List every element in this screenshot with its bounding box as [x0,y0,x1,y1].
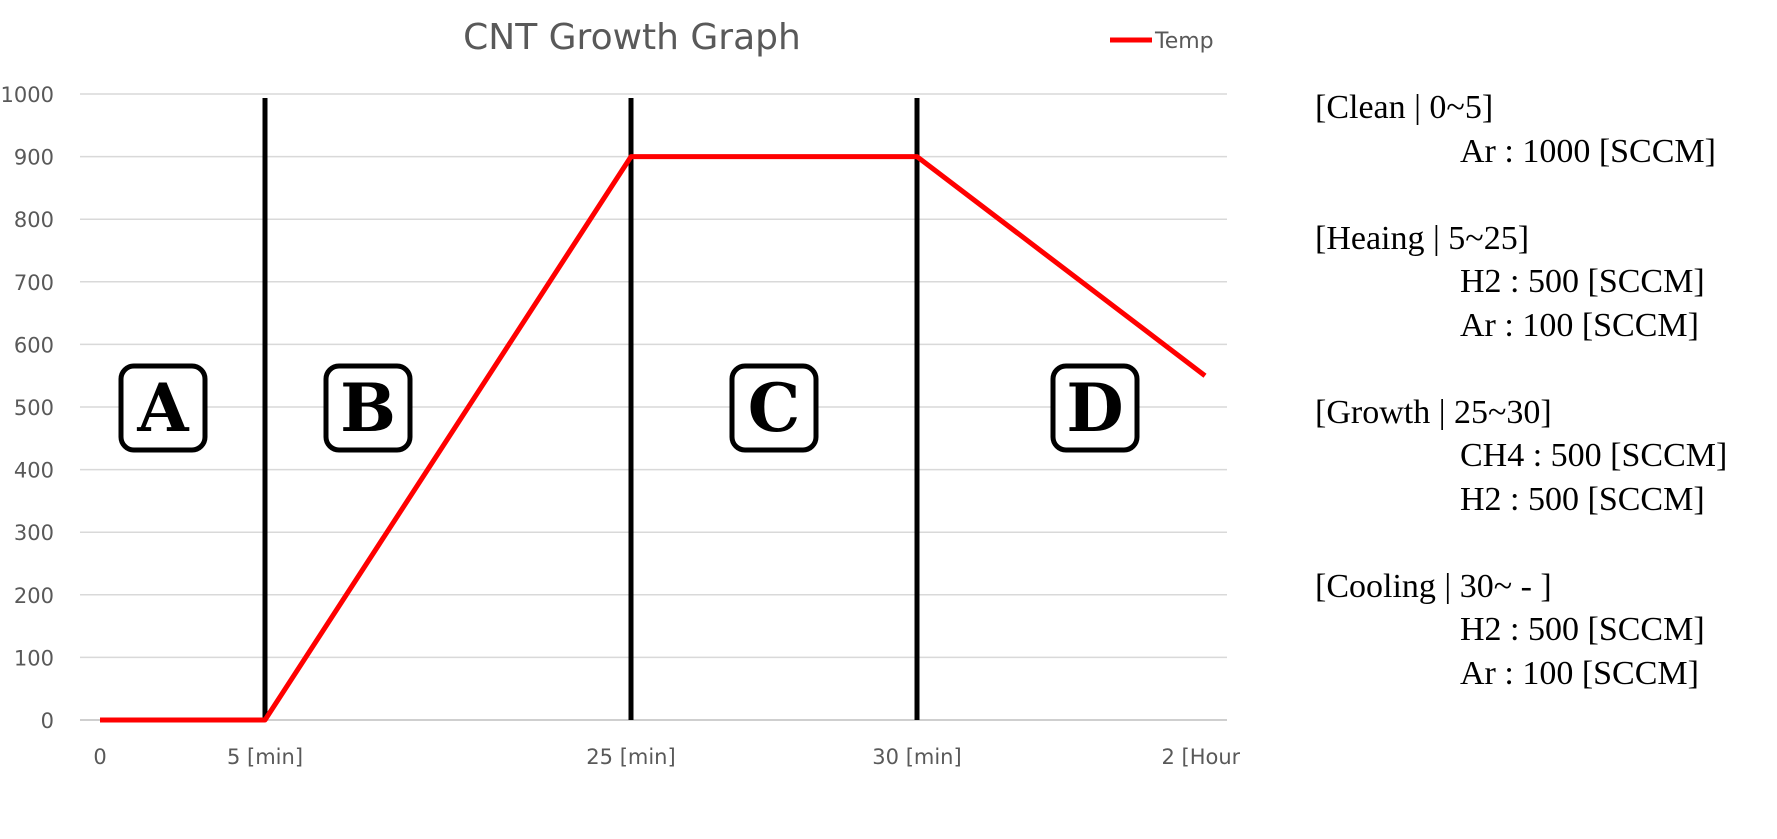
note-heading: [Growth | 25~30] [1315,393,1552,431]
cnt-growth-chart: CNT Growth Graph Temp 0 100 200 300 400 500 60… [1,17,1240,769]
phase-label-d: D [1066,369,1123,447]
note-line: H2 : 500 [SCCM] [1460,480,1705,518]
x-tick-label: 25 [min] [586,745,675,769]
legend: Temp [1110,29,1214,54]
phase-box [323,363,413,453]
note-heading: [Heaing | 5~25] [1315,219,1530,257]
phase-box [729,363,819,453]
y-tick-label: 0 [41,709,54,733]
note-line: CH4 : 500 [SCCM] [1460,437,1728,474]
chart-title: CNT Growth Graph [463,17,801,58]
phase-label-b: B [340,369,396,447]
y-tick-label: 1000 [1,83,54,107]
note-block: [Clean | 0~5] Ar : 1000 [SCCM] [1315,86,1727,173]
note-line: Ar : 1000 [SCCM] [1460,132,1716,170]
phase-label-a: A [136,369,189,447]
x-tick-label: 2 [Hour] [1161,745,1240,769]
phase-label-c: C [748,369,801,447]
y-tick-label: 500 [14,396,54,420]
x-tick-label: 5 [min] [227,745,303,769]
series-line-temp [100,154,1207,723]
phase-box [118,363,208,453]
x-tick-label: 30 [min] [872,745,961,769]
y-axis: 0 100 200 300 400 500 600 700 800 900 1000 [1,83,54,733]
note-heading: [Clean | 0~5] [1315,89,1494,126]
process-notes: [Clean | 0~5] Ar : 1000 [SCCM] [Heaing | 5… [1315,86,1727,739]
x-tick-label: 0 [93,745,106,769]
y-tick-label: 300 [14,521,54,545]
phase-boundaries [262,98,920,720]
legend-label-temp: Temp [1154,29,1214,54]
note-block: [Growth | 25~30] CH4 : 500 [SCCM] H2 : 500… [1315,391,1727,522]
note-line: Ar : 100 [SCCM] [1460,654,1699,692]
note-block: [Cooling | 30~ - ] H2 : 500 [SCCM] Ar : 10… [1315,565,1727,696]
y-tick-label: 200 [14,584,54,608]
y-tick-label: 900 [14,146,54,170]
grid [80,93,1227,721]
note-block: [Heaing | 5~25] H2 : 500 [SCCM] Ar : 100 [… [1315,217,1727,348]
phase-labels: A B C D [118,363,1140,453]
note-heading: [Cooling | 30~ - ] [1315,567,1552,605]
series-temp [100,154,1207,723]
y-tick-label: 800 [14,208,54,232]
note-line: Ar : 100 [SCCM] [1460,306,1699,344]
phase-box [1050,363,1140,453]
y-tick-label: 100 [14,646,54,670]
y-tick-label: 600 [14,333,54,357]
note-line: H2 : 500 [SCCM] [1460,611,1705,648]
y-tick-label: 400 [14,459,54,483]
x-axis: 0 5 [min] 25 [min] 30 [min] 2 [Hour] [93,745,1240,769]
note-line: H2 : 500 [SCCM] [1460,263,1705,300]
y-tick-label: 700 [14,271,54,295]
